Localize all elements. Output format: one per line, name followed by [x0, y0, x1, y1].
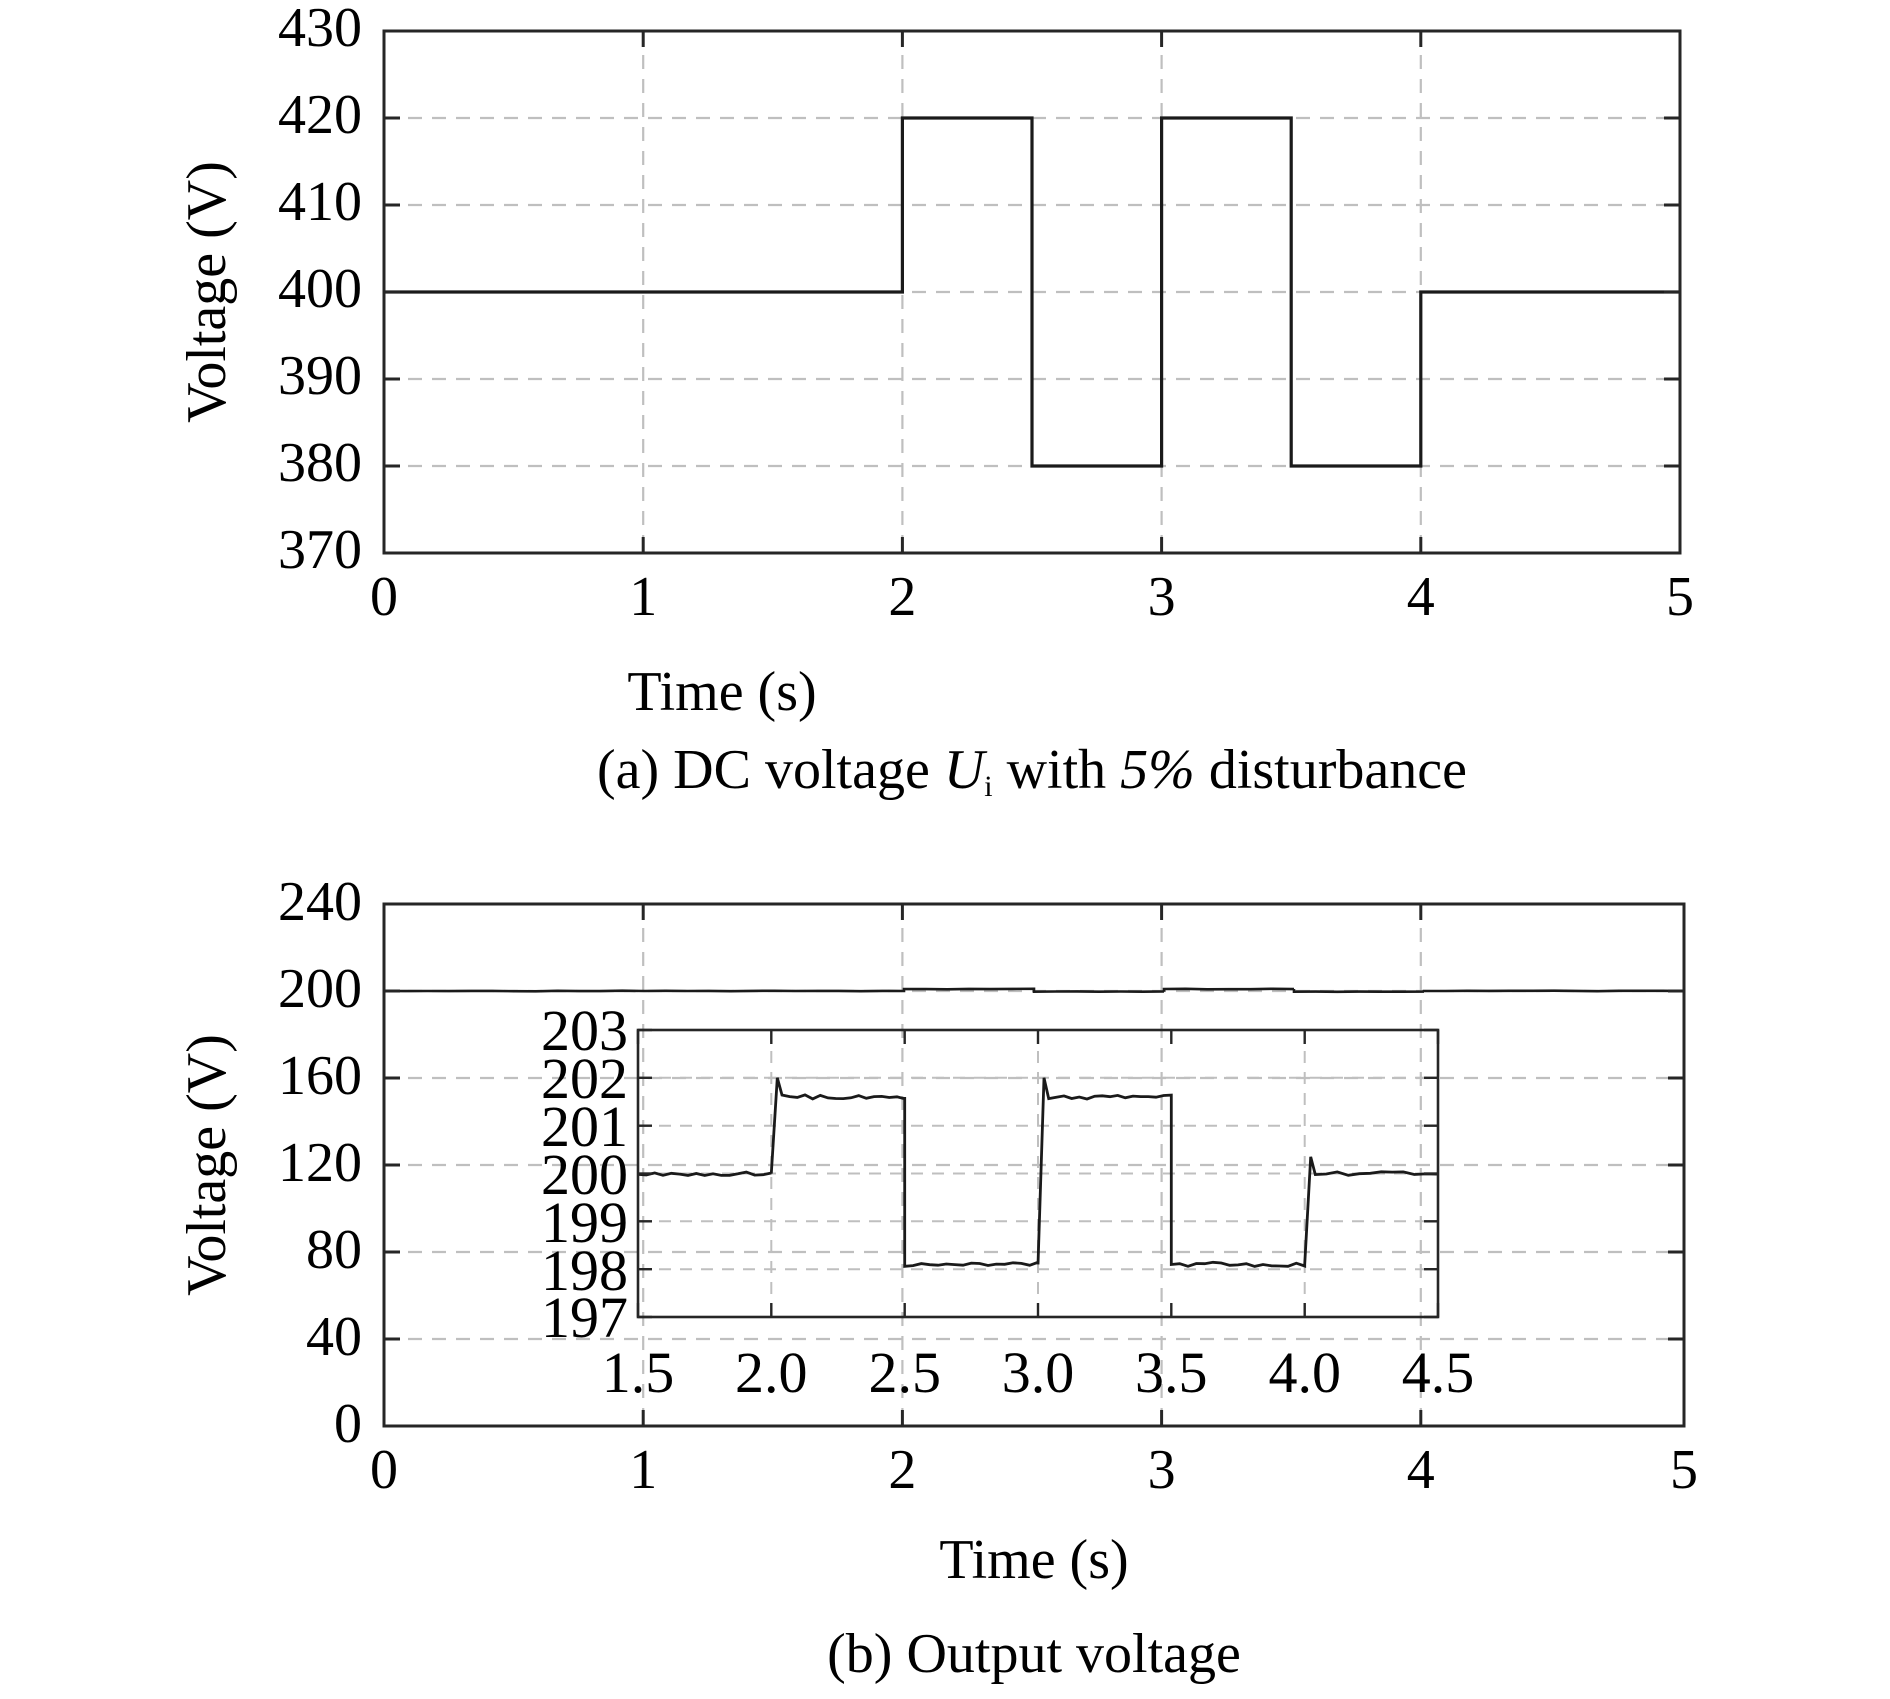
svg-text:160: 160	[278, 1045, 362, 1107]
svg-text:3.0: 3.0	[1002, 1340, 1075, 1405]
svg-text:4.0: 4.0	[1268, 1340, 1341, 1405]
svg-text:370: 370	[278, 519, 362, 581]
svg-text:4: 4	[1407, 1439, 1435, 1501]
svg-text:390: 390	[278, 345, 362, 407]
svg-text:410: 410	[278, 171, 362, 233]
svg-text:(a) DC voltage Ui with 5% dist: (a) DC voltage Ui with 5% disturbance	[597, 739, 1467, 803]
svg-text:Voltage (V): Voltage (V)	[176, 1034, 238, 1296]
svg-text:1: 1	[629, 566, 657, 628]
svg-text:1: 1	[629, 1439, 657, 1501]
svg-text:1.5: 1.5	[602, 1340, 675, 1405]
svg-text:4.5: 4.5	[1402, 1340, 1475, 1405]
svg-text:0: 0	[334, 1393, 362, 1455]
svg-text:2.0: 2.0	[735, 1340, 808, 1405]
svg-text:40: 40	[306, 1306, 362, 1368]
svg-text:240: 240	[278, 871, 362, 933]
svg-text:5: 5	[1666, 566, 1694, 628]
svg-text:0: 0	[370, 1439, 398, 1501]
svg-text:200: 200	[278, 958, 362, 1020]
svg-text:3.5: 3.5	[1135, 1340, 1208, 1405]
svg-text:2: 2	[888, 566, 916, 628]
svg-text:120: 120	[278, 1132, 362, 1194]
svg-text:80: 80	[306, 1219, 362, 1281]
svg-text:Time (s): Time (s)	[939, 1529, 1128, 1591]
svg-text:380: 380	[278, 432, 362, 494]
svg-text:Voltage (V): Voltage (V)	[176, 161, 238, 423]
svg-text:5: 5	[1670, 1439, 1698, 1501]
svg-text:2: 2	[888, 1439, 916, 1501]
svg-text:0: 0	[370, 566, 398, 628]
svg-text:3: 3	[1148, 1439, 1176, 1501]
svg-text:(b) Output voltage: (b) Output voltage	[827, 1623, 1241, 1685]
svg-text:430: 430	[278, 0, 362, 59]
svg-text:3: 3	[1148, 566, 1176, 628]
svg-text:4: 4	[1407, 566, 1435, 628]
svg-text:Time (s): Time (s)	[627, 661, 816, 723]
svg-text:400: 400	[278, 258, 362, 320]
svg-text:2.5: 2.5	[868, 1340, 941, 1405]
svg-text:420: 420	[278, 84, 362, 146]
